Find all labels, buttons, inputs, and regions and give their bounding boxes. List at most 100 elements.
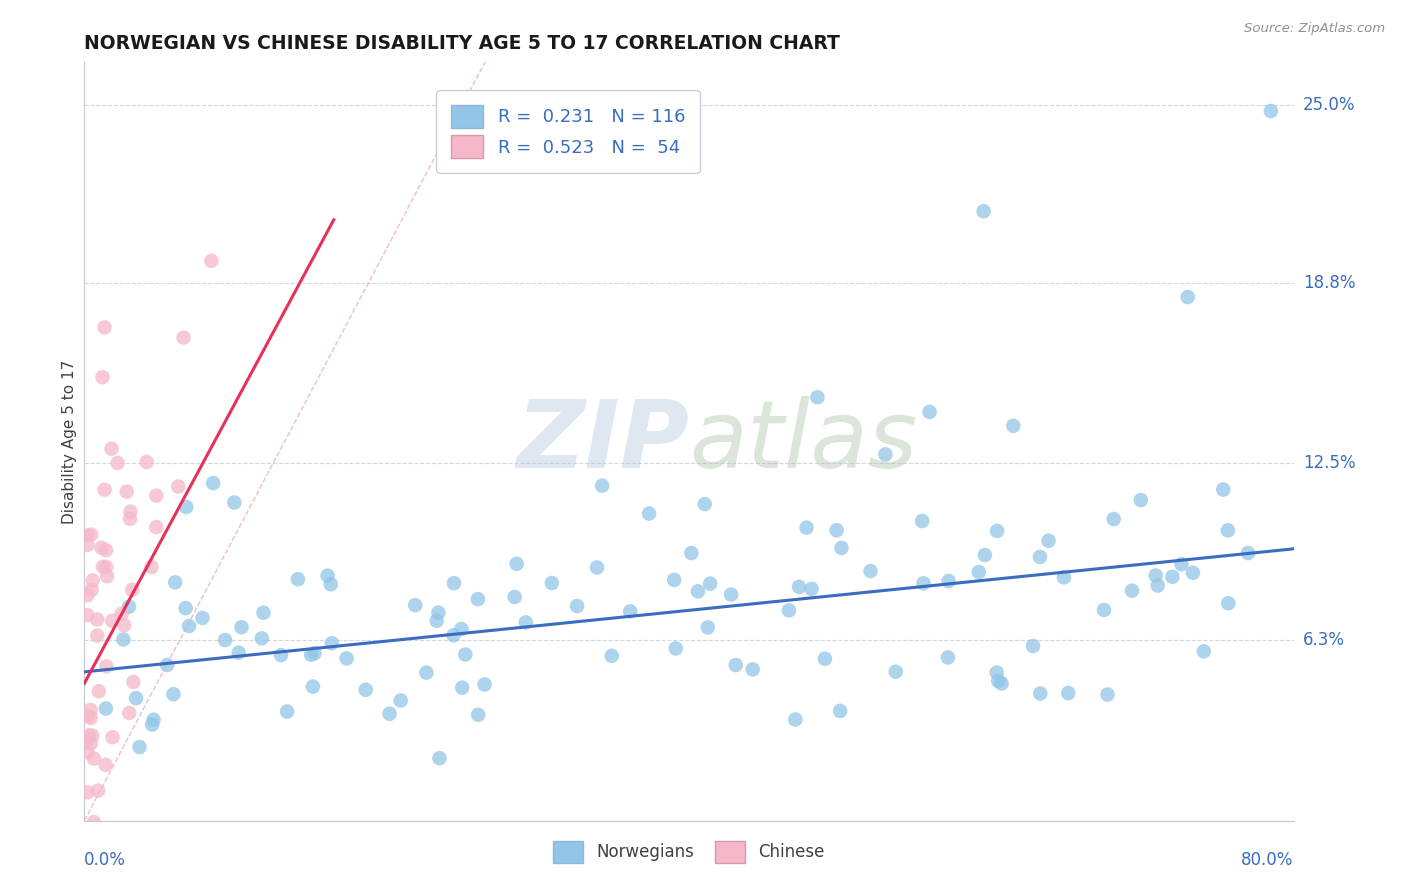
Point [145, 520, 167, 534]
Point [619, 604, 641, 618]
Point [173, 330, 195, 344]
Point [76, 608, 98, 623]
Point [875, 447, 897, 461]
Point [693, 497, 716, 511]
Point [121, 582, 143, 597]
Point [76, 528, 98, 542]
Point [426, 614, 449, 628]
Point [117, 864, 139, 879]
Point [94, 701, 117, 715]
Point [252, 606, 274, 620]
Point [94, 543, 117, 558]
Point [389, 693, 412, 707]
Point [800, 582, 823, 596]
Point [696, 620, 718, 634]
Point [404, 598, 426, 612]
Point [82, 729, 104, 743]
Point [228, 646, 250, 660]
Point [224, 495, 246, 509]
Point [316, 568, 339, 582]
Point [1092, 603, 1115, 617]
Point [474, 677, 496, 691]
Point [96, 659, 118, 673]
Point [1192, 644, 1215, 658]
Point [167, 479, 190, 493]
Point [125, 691, 148, 706]
Point [112, 618, 135, 632]
Point [378, 706, 401, 721]
Point [321, 636, 343, 650]
Point [796, 520, 818, 534]
Point [141, 717, 163, 731]
Point [270, 648, 292, 662]
Point [699, 576, 721, 591]
Point [986, 524, 1008, 538]
Point [1129, 493, 1152, 508]
Point [87, 684, 110, 698]
Point [467, 592, 489, 607]
Text: NORWEGIAN VS CHINESE DISABILITY AGE 5 TO 17 CORRELATION CHART: NORWEGIAN VS CHINESE DISABILITY AGE 5 TO… [84, 34, 841, 53]
Point [1181, 566, 1204, 580]
Point [429, 751, 451, 765]
Point [118, 706, 141, 720]
Point [93, 320, 115, 334]
Point [83, 815, 105, 830]
Point [112, 632, 135, 647]
Point [450, 622, 472, 636]
Point [250, 632, 273, 646]
Point [912, 576, 935, 591]
Point [415, 665, 437, 680]
Point [76, 538, 98, 552]
Point [1121, 583, 1143, 598]
Point [540, 576, 562, 591]
Point [1002, 418, 1025, 433]
Point [825, 524, 848, 538]
Point [830, 704, 852, 718]
Text: 18.8%: 18.8% [1303, 274, 1355, 292]
Point [720, 588, 742, 602]
Point [111, 607, 134, 621]
Point [336, 651, 359, 665]
Point [681, 546, 703, 560]
Point [141, 560, 163, 574]
Point [214, 633, 236, 648]
Point [302, 680, 325, 694]
Point [787, 580, 810, 594]
Text: 6.3%: 6.3% [1303, 632, 1346, 649]
Point [724, 658, 747, 673]
Point [118, 599, 141, 614]
Point [80, 737, 103, 751]
Point [231, 620, 253, 634]
Point [100, 442, 122, 456]
Point [354, 682, 377, 697]
Point [591, 478, 613, 492]
Point [665, 641, 688, 656]
Point [96, 560, 118, 574]
Point [936, 650, 959, 665]
Point [86, 628, 108, 642]
Point [76, 745, 98, 759]
Point [91, 370, 114, 384]
Point [973, 548, 995, 562]
Point [911, 514, 934, 528]
Point [565, 599, 588, 613]
Point [80, 527, 103, 541]
Point [443, 576, 465, 591]
Point [79, 857, 101, 871]
Point [1053, 570, 1076, 584]
Point [118, 512, 141, 526]
Point [806, 390, 828, 404]
Point [87, 783, 110, 797]
Point [1161, 570, 1184, 584]
Legend: Norwegians, Chinese: Norwegians, Chinese [547, 834, 831, 869]
Point [987, 673, 1010, 688]
Point [778, 603, 800, 617]
Point [741, 662, 763, 676]
Point [859, 564, 882, 578]
Point [938, 574, 960, 588]
Point [427, 606, 450, 620]
Point [1218, 596, 1240, 610]
Point [77, 728, 100, 742]
Text: 0.0%: 0.0% [84, 851, 127, 869]
Point [156, 658, 179, 673]
